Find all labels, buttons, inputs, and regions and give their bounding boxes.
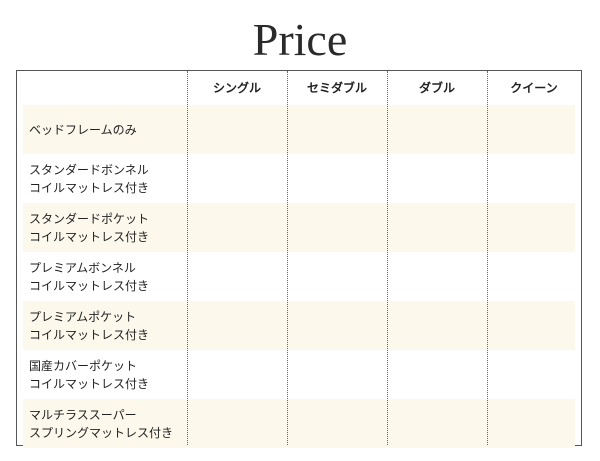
row-label-line2: コイルマットレス付き bbox=[29, 229, 150, 244]
row-label-line2: コイルマットレス付き bbox=[29, 278, 150, 293]
column-header: シングル bbox=[212, 81, 261, 95]
row-label: プレミアムボンネル コイルマットレス付き bbox=[29, 252, 149, 301]
row-label: 国産カバーポケット コイルマットレス付き bbox=[29, 350, 149, 399]
row-label-line2: スプリングマットレス付き bbox=[29, 425, 174, 440]
table-row: ベッドフレームのみ bbox=[17, 105, 581, 154]
column-header: クイーン bbox=[510, 81, 558, 95]
row-label-line1: プレミアムボンネル bbox=[29, 260, 136, 275]
table-row: 国産カバーポケット コイルマットレス付き bbox=[17, 350, 581, 399]
column-divider bbox=[487, 71, 488, 445]
column-divider bbox=[387, 71, 388, 445]
column-header: セミダブル bbox=[306, 81, 367, 95]
row-label-line1: 国産カバーポケット bbox=[29, 358, 138, 373]
row-label-line2: コイルマットレス付き bbox=[29, 180, 150, 195]
row-background bbox=[23, 105, 575, 154]
row-label: スタンダードボンネル コイルマットレス付き bbox=[29, 154, 149, 203]
row-label: マルチラススーパースプリングマットレス付き bbox=[29, 399, 173, 448]
row-label-line1: マルチラススーパー bbox=[29, 407, 137, 422]
price-table: マルチラススーパー スプリングマットレス付き 国産カバーポケット コイルマットレス付き… bbox=[16, 70, 582, 448]
row-label-line1: スタンダードボンネル bbox=[29, 162, 149, 177]
page-title: Price bbox=[252, 14, 348, 65]
row-label-line1: プレミアムポケット bbox=[29, 309, 137, 324]
row-label-line2: コイルマットレス付き bbox=[29, 376, 150, 391]
table-row: スタンダードポケット コイルマットレス付き bbox=[17, 203, 581, 252]
row-background bbox=[23, 203, 575, 252]
table-row: プレミアムボンネル コイルマットレス付き bbox=[17, 252, 581, 301]
row-label: スタンダードポケット コイルマットレス付き bbox=[29, 203, 149, 252]
row-background bbox=[23, 301, 575, 350]
column-header: ダブル bbox=[418, 81, 455, 95]
row-label-line1: ベッドフレームのみ bbox=[29, 122, 137, 137]
row-label: プレミアムポケット コイルマットレス付き bbox=[29, 301, 149, 350]
column-divider bbox=[287, 71, 288, 445]
row-label-line1: スタンダードポケット bbox=[29, 211, 150, 226]
table-row: スタンダードボンネル コイルマットレス付き bbox=[17, 154, 581, 203]
row-label: ベッドフレームのみ bbox=[29, 105, 137, 154]
row-label-line2: コイルマットレス付き bbox=[29, 327, 150, 342]
row-background bbox=[23, 399, 575, 448]
table-row: プレミアムポケット コイルマットレス付き bbox=[17, 301, 581, 350]
column-divider bbox=[187, 71, 188, 445]
table-row: マルチラススーパースプリングマットレス付き bbox=[17, 399, 581, 448]
